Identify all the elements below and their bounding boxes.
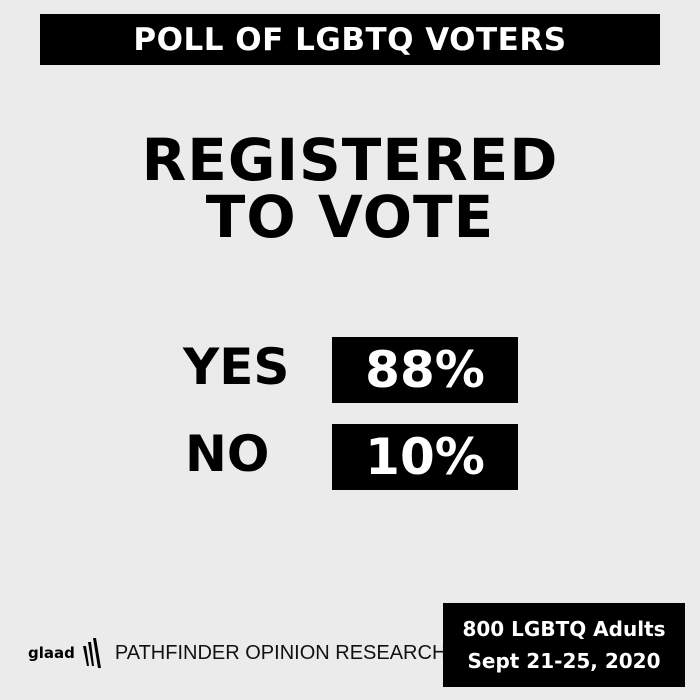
partner-name: PATHFINDER OPINION RESEARCH (114, 641, 447, 664)
no-label: NO (185, 425, 270, 483)
yes-value: 88% (365, 341, 485, 399)
glaad-logo-icon (82, 638, 101, 668)
headline: REGISTERED TO VOTE (0, 126, 700, 251)
headline-line-2: TO VOTE (205, 183, 495, 251)
poll-dates: Sept 21-25, 2020 (467, 649, 661, 673)
header-title: POLL OF LGBTQ VOTERS (133, 21, 567, 58)
no-value: 10% (365, 428, 485, 486)
no-value-box: 10% (332, 424, 518, 490)
yes-value-box: 88% (332, 337, 518, 403)
sample-size: 800 LGBTQ Adults (462, 617, 666, 641)
yes-label: YES (183, 338, 290, 396)
glaad-logo-text: glaad (28, 644, 75, 662)
headline-line-1: REGISTERED (141, 126, 559, 194)
header-banner: POLL OF LGBTQ VOTERS (40, 14, 660, 65)
sample-info-box: 800 LGBTQ Adults Sept 21-25, 2020 (443, 603, 685, 687)
footer-logos: glaad PATHFINDER OPINION RESEARCH (28, 636, 446, 670)
